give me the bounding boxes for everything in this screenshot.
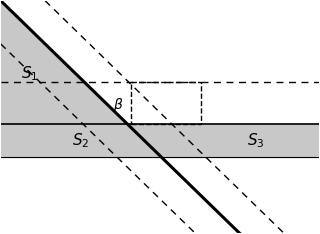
Text: $\beta$: $\beta$ [113,96,124,114]
Text: $S_3$: $S_3$ [247,131,264,150]
Text: $S_2$: $S_2$ [72,131,89,150]
Polygon shape [1,124,319,157]
Polygon shape [1,1,127,124]
Text: $S_1$: $S_1$ [21,64,38,83]
